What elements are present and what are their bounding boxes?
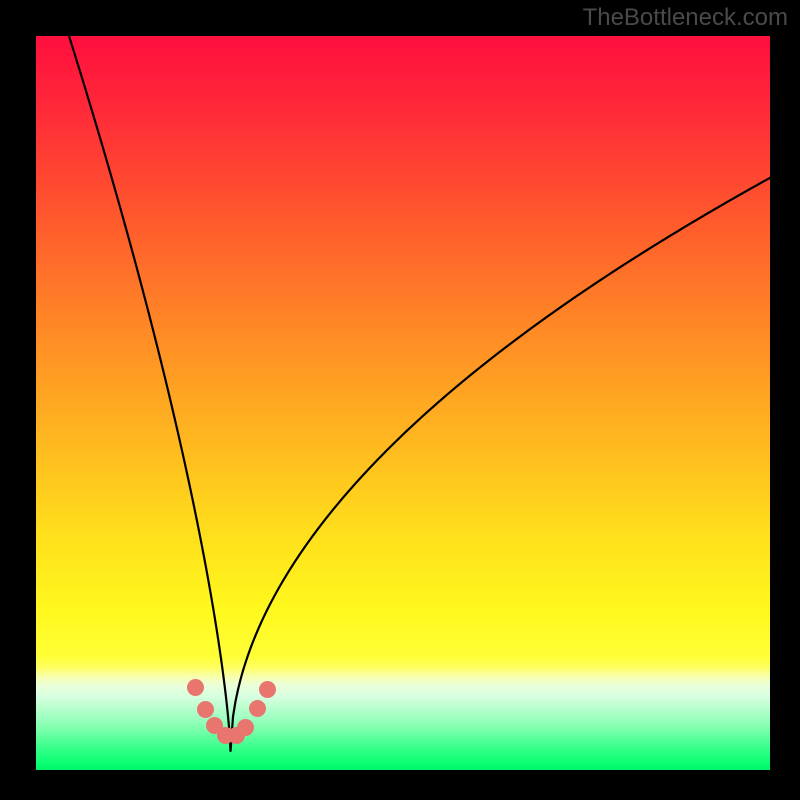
chart-stage: TheBottleneck.com <box>0 0 800 800</box>
curve-path <box>69 36 781 752</box>
watermark-text: TheBottleneck.com <box>583 4 788 32</box>
bottleneck-curve <box>0 0 800 800</box>
